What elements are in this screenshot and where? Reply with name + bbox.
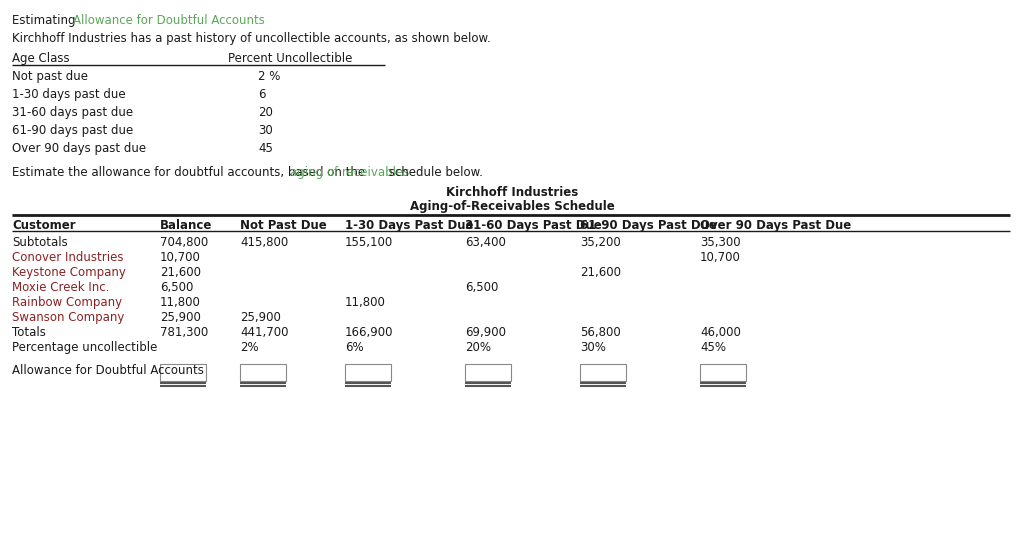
Text: Estimating: Estimating	[12, 14, 79, 27]
Text: 56,800: 56,800	[580, 326, 621, 339]
Text: Rainbow Company: Rainbow Company	[12, 296, 122, 309]
Text: 415,800: 415,800	[240, 236, 288, 249]
Text: Over 90 days past due: Over 90 days past due	[12, 142, 146, 155]
Text: 441,700: 441,700	[240, 326, 289, 339]
Text: 6%: 6%	[345, 341, 364, 354]
Text: Customer: Customer	[12, 219, 76, 232]
Text: 1-30 Days Past Due: 1-30 Days Past Due	[345, 219, 473, 232]
Text: 69,900: 69,900	[465, 326, 506, 339]
Text: Kirchhoff Industries: Kirchhoff Industries	[445, 186, 579, 199]
Text: 166,900: 166,900	[345, 326, 393, 339]
Text: Moxie Creek Inc.: Moxie Creek Inc.	[12, 281, 110, 294]
Text: 10,700: 10,700	[160, 251, 201, 264]
Text: Not Past Due: Not Past Due	[240, 219, 327, 232]
Text: 61-90 Days Past Due: 61-90 Days Past Due	[580, 219, 717, 232]
Text: 45%: 45%	[700, 341, 726, 354]
Text: Percentage uncollectible: Percentage uncollectible	[12, 341, 158, 354]
Text: 11,800: 11,800	[345, 296, 386, 309]
Text: 25,900: 25,900	[240, 311, 281, 324]
Text: 155,100: 155,100	[345, 236, 393, 249]
Text: Not past due: Not past due	[12, 70, 88, 83]
Text: Allowance for Doubtful Accounts: Allowance for Doubtful Accounts	[12, 364, 204, 377]
Text: 21,600: 21,600	[160, 266, 201, 279]
Text: 31-60 days past due: 31-60 days past due	[12, 106, 133, 119]
Text: Percent Uncollectible: Percent Uncollectible	[228, 52, 352, 65]
Text: 20: 20	[258, 106, 272, 119]
Text: Subtotals: Subtotals	[12, 236, 68, 249]
Text: 46,000: 46,000	[700, 326, 741, 339]
Text: 35,200: 35,200	[580, 236, 621, 249]
Bar	[240, 364, 286, 381]
Text: Aging-of-Receivables Schedule: Aging-of-Receivables Schedule	[410, 200, 614, 213]
Text: 30: 30	[258, 124, 272, 137]
Text: Conover Industries: Conover Industries	[12, 251, 124, 264]
Bar	[465, 364, 511, 381]
Text: Allowance for Doubtful Accounts: Allowance for Doubtful Accounts	[73, 14, 265, 27]
Text: Totals: Totals	[12, 326, 46, 339]
Text: 6,500: 6,500	[160, 281, 194, 294]
Text: Kirchhoff Industries has a past history of uncollectible accounts, as shown belo: Kirchhoff Industries has a past history …	[12, 32, 490, 45]
Text: 30%: 30%	[580, 341, 606, 354]
Bar	[345, 364, 391, 381]
Text: 63,400: 63,400	[465, 236, 506, 249]
Text: 21,600: 21,600	[580, 266, 621, 279]
Text: Age Class: Age Class	[12, 52, 70, 65]
Text: 1-30 days past due: 1-30 days past due	[12, 88, 126, 101]
Text: 2 %: 2 %	[258, 70, 281, 83]
Text: 6,500: 6,500	[465, 281, 499, 294]
Text: 2%: 2%	[240, 341, 259, 354]
Text: Estimate the allowance for doubtful accounts, based on the: Estimate the allowance for doubtful acco…	[12, 166, 369, 179]
Text: 6: 6	[258, 88, 265, 101]
Text: 25,900: 25,900	[160, 311, 201, 324]
Text: 781,300: 781,300	[160, 326, 208, 339]
Bar	[700, 364, 746, 381]
Text: 45: 45	[258, 142, 272, 155]
Text: Keystone Company: Keystone Company	[12, 266, 126, 279]
Text: Swanson Company: Swanson Company	[12, 311, 124, 324]
Text: Balance: Balance	[160, 219, 212, 232]
Text: aging of receivables: aging of receivables	[291, 166, 410, 179]
Bar	[580, 364, 626, 381]
Text: 31-60 Days Past Due: 31-60 Days Past Due	[465, 219, 602, 232]
Text: 61-90 days past due: 61-90 days past due	[12, 124, 133, 137]
Bar	[160, 364, 206, 381]
Text: 20%: 20%	[465, 341, 490, 354]
Text: schedule below.: schedule below.	[385, 166, 482, 179]
Text: 35,300: 35,300	[700, 236, 740, 249]
Text: 11,800: 11,800	[160, 296, 201, 309]
Text: Over 90 Days Past Due: Over 90 Days Past Due	[700, 219, 851, 232]
Text: 704,800: 704,800	[160, 236, 208, 249]
Text: 10,700: 10,700	[700, 251, 741, 264]
